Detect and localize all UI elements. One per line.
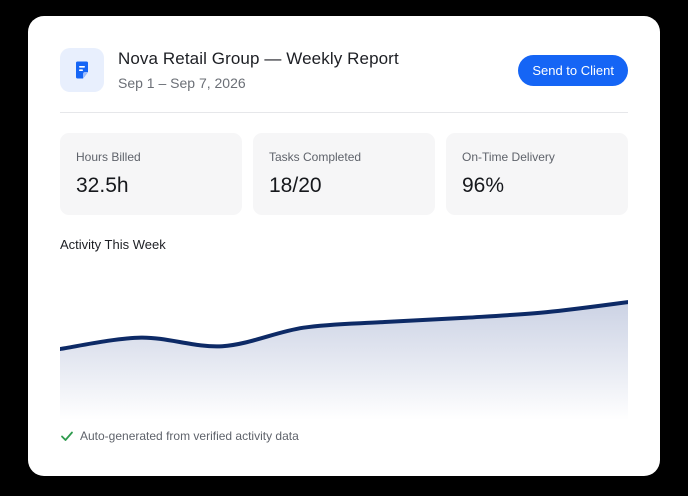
stats-row: Hours Billed 32.5h Tasks Completed 18/20… [60, 133, 628, 215]
activity-series-line [60, 300, 628, 351]
footer-note: Auto-generated from verified activity da… [60, 427, 299, 445]
stat-label: On-Time Delivery [462, 150, 555, 164]
document-icon [60, 48, 104, 92]
activity-area-fill [60, 302, 628, 420]
stat-card-hours-billed: Hours Billed 32.5h [60, 133, 242, 215]
stat-value: 96% [462, 174, 505, 197]
stat-label: Tasks Completed [269, 150, 362, 164]
send-to-client-button[interactable]: Send to Client [518, 55, 628, 86]
weekly-report-card: Nova Retail Group — Weekly Report Sep 1 … [28, 16, 660, 476]
stat-label: Hours Billed [76, 150, 141, 164]
stat-value: 18/20 [269, 174, 322, 197]
report-title: Nova Retail Group — Weekly Report [118, 49, 399, 68]
stat-value: 32.5h [76, 174, 129, 197]
activity-chart [60, 300, 628, 420]
report-date-range: Sep 1 – Sep 7, 2026 [118, 75, 246, 91]
stat-card-on-time-delivery: On-Time Delivery 96% [446, 133, 628, 215]
report-header: Nova Retail Group — Weekly Report Sep 1 … [60, 48, 628, 92]
footer-text: Auto-generated from verified activity da… [80, 429, 299, 443]
header-divider [60, 112, 628, 113]
check-icon [60, 429, 74, 443]
stat-card-tasks-completed: Tasks Completed 18/20 [253, 133, 435, 215]
activity-section-title: Activity This Week [60, 237, 166, 252]
